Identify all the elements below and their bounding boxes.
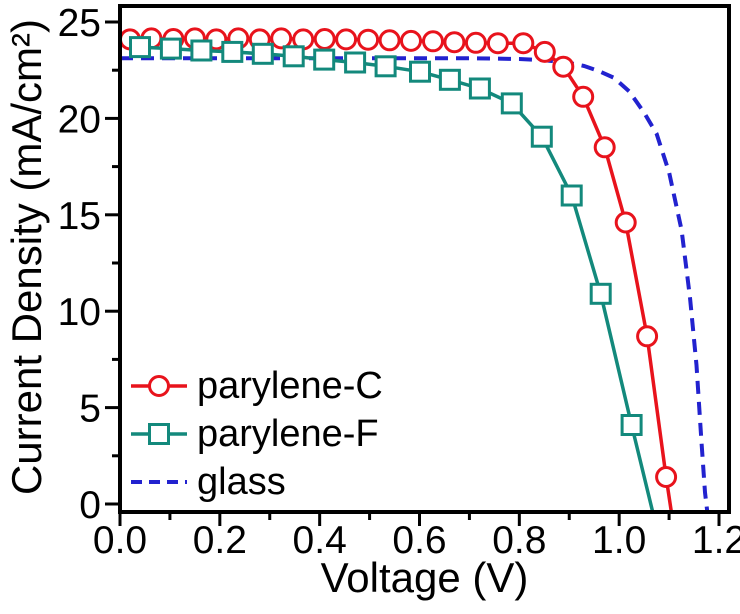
legend-label-parylene-f: parylene-F <box>197 413 379 455</box>
x-tick-label: 0.6 <box>392 519 446 562</box>
legend-label-parylene-c: parylene-C <box>197 365 383 407</box>
legend-entry-glass: glass <box>130 458 383 506</box>
y-tick-label: 15 <box>58 195 101 238</box>
y-tick-label: 10 <box>58 291 101 334</box>
y-axis-label: Current Density (mA/cm²) <box>3 18 50 496</box>
tick-labels: 0.0 0.2 0.4 0.6 0.8 1.0 1.2 0 5 10 15 20 25 <box>58 2 740 562</box>
x-tick-label: 0.8 <box>492 519 546 562</box>
x-tick-label: 1.2 <box>692 519 740 562</box>
legend-sample-parylene-c <box>131 375 187 397</box>
x-tick-label: 0.2 <box>193 519 247 562</box>
y-tick-label: 5 <box>79 388 101 431</box>
legend-entry-parylene-f: parylene-F <box>130 410 383 458</box>
x-axis-label: Voltage (V) <box>320 554 529 601</box>
legend-entry-parylene-c: parylene-C <box>130 362 383 410</box>
y-tick-label: 25 <box>58 2 101 45</box>
legend-label-glass: glass <box>197 461 286 503</box>
plot-area <box>120 27 710 512</box>
legend-sample-parylene-f <box>131 423 187 445</box>
series-parylene-f-markers <box>129 36 643 436</box>
x-tick-label: 1.0 <box>592 519 646 562</box>
legend-sample-glass <box>131 480 187 484</box>
y-tick-label: 0 <box>79 484 101 527</box>
x-tick-label: 0.4 <box>293 519 347 562</box>
plot-border <box>118 4 731 514</box>
x-tick-label: 0.0 <box>93 519 147 562</box>
legend: parylene-C parylene-F glass <box>130 362 383 506</box>
y-tick-label: 20 <box>58 98 101 141</box>
